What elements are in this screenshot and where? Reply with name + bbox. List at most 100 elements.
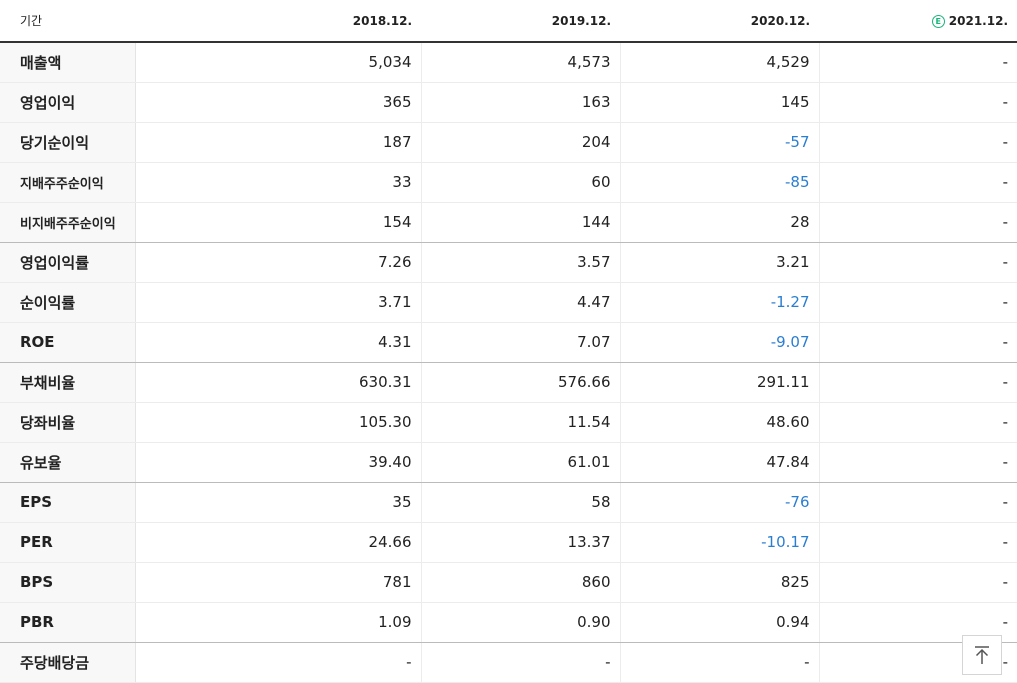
row-label: 비지배주주순이익 — [0, 202, 136, 243]
period-header: 2018.12. — [135, 0, 421, 43]
table-cell: 0.90 — [421, 602, 621, 643]
period-header-estimate: E 2021.12. — [819, 0, 1017, 43]
table-cell: -10.17 — [620, 522, 820, 563]
table-row: ROE 4.31 7.07 -9.07 - — [0, 322, 1017, 363]
table-cell: - — [819, 202, 1017, 243]
table-cell: -57 — [620, 122, 820, 163]
scroll-to-top-button[interactable] — [962, 635, 1002, 675]
table-cell: 105.30 — [135, 402, 422, 443]
table-cell: 28 — [620, 202, 820, 243]
table-cell: 33 — [135, 162, 422, 203]
period-header: 2019.12. — [421, 0, 620, 43]
table-row: 유보율 39.40 61.01 47.84 - — [0, 442, 1017, 483]
table-cell: 145 — [620, 82, 820, 123]
table-cell: 61.01 — [421, 442, 621, 483]
table-cell: -76 — [620, 482, 820, 523]
table-cell: -85 — [620, 162, 820, 203]
table-row: 부채비율 630.31 576.66 291.11 - — [0, 362, 1017, 403]
table-cell: 5,034 — [135, 42, 422, 83]
table-row: 지배주주순이익 33 60 -85 - — [0, 162, 1017, 203]
period-header-estimate-label: 2021.12. — [948, 13, 1008, 28]
table-cell: 154 — [135, 202, 422, 243]
table-row: BPS 781 860 825 - — [0, 562, 1017, 603]
table-cell: 365 — [135, 82, 422, 123]
table-cell: - — [819, 402, 1017, 443]
table-cell: - — [819, 562, 1017, 603]
table-cell: 13.37 — [421, 522, 621, 563]
row-label: PER — [0, 522, 136, 563]
row-label: 주당배당금 — [0, 642, 136, 683]
table-cell: 24.66 — [135, 522, 422, 563]
table-cell: 11.54 — [421, 402, 621, 443]
row-label: 당좌비율 — [0, 402, 136, 443]
table-cell: - — [819, 322, 1017, 363]
table-cell: - — [819, 442, 1017, 483]
row-label: 지배주주순이익 — [0, 162, 136, 203]
table-cell: -1.27 — [620, 282, 820, 323]
table-row: EPS 35 58 -76 - — [0, 482, 1017, 523]
table-cell: -9.07 — [620, 322, 820, 363]
table-cell: - — [819, 242, 1017, 283]
table-cell: 0.94 — [620, 602, 820, 643]
table-cell: 48.60 — [620, 402, 820, 443]
table-body: 매출액 5,034 4,573 4,529 - 영업이익 365 163 145… — [0, 42, 1017, 683]
table-cell: 39.40 — [135, 442, 422, 483]
table-cell: - — [819, 42, 1017, 83]
table-row: 당좌비율 105.30 11.54 48.60 - — [0, 402, 1017, 443]
table-cell: 1.09 — [135, 602, 422, 643]
row-label: 유보율 — [0, 442, 136, 483]
table-cell: 35 — [135, 482, 422, 523]
row-label: BPS — [0, 562, 136, 603]
table-cell: - — [819, 282, 1017, 323]
table-cell: - — [819, 362, 1017, 403]
table-cell: 60 — [421, 162, 621, 203]
table-cell: 630.31 — [135, 362, 422, 403]
table-row: 당기순이익 187 204 -57 - — [0, 122, 1017, 163]
table-cell: 7.07 — [421, 322, 621, 363]
table-row: PBR 1.09 0.90 0.94 - — [0, 602, 1017, 643]
table-cell: 4.47 — [421, 282, 621, 323]
table-cell: 163 — [421, 82, 621, 123]
table-cell: 144 — [421, 202, 621, 243]
table-cell: 3.71 — [135, 282, 422, 323]
table-cell: 204 — [421, 122, 621, 163]
row-label: 부채비율 — [0, 362, 136, 403]
table-cell: 58 — [421, 482, 621, 523]
table-cell: 825 — [620, 562, 820, 603]
table-cell: 860 — [421, 562, 621, 603]
table-row: 영업이익 365 163 145 - — [0, 82, 1017, 123]
table-cell: 781 — [135, 562, 422, 603]
table-cell: - — [421, 642, 621, 683]
table-row: 영업이익률 7.26 3.57 3.21 - — [0, 242, 1017, 283]
period-header-label: 기간 — [0, 0, 135, 43]
arrow-up-to-top-icon — [975, 646, 989, 664]
row-label: 순이익률 — [0, 282, 136, 323]
table-row: 순이익률 3.71 4.47 -1.27 - — [0, 282, 1017, 323]
table-cell: 4,529 — [620, 42, 820, 83]
table-cell: 7.26 — [135, 242, 422, 283]
table-row: 주당배당금 - - - - — [0, 642, 1017, 683]
table-cell: 47.84 — [620, 442, 820, 483]
estimate-badge-icon: E — [931, 14, 945, 28]
row-label: ROE — [0, 322, 136, 363]
row-label: 영업이익 — [0, 82, 136, 123]
table-row: PER 24.66 13.37 -10.17 - — [0, 522, 1017, 563]
row-label: PBR — [0, 602, 136, 643]
period-header: 2020.12. — [620, 0, 819, 43]
table-cell: - — [819, 122, 1017, 163]
table-cell: 291.11 — [620, 362, 820, 403]
row-label: EPS — [0, 482, 136, 523]
table-cell: - — [819, 522, 1017, 563]
row-label: 당기순이익 — [0, 122, 136, 163]
table-cell: 4,573 — [421, 42, 621, 83]
table-header-row: 기간 2018.12. 2019.12. 2020.12. E 2021.12. — [0, 0, 1017, 43]
table-cell: 3.57 — [421, 242, 621, 283]
table-row: 매출액 5,034 4,573 4,529 - — [0, 42, 1017, 83]
row-label: 매출액 — [0, 42, 136, 83]
table-cell: - — [819, 82, 1017, 123]
table-row: 비지배주주순이익 154 144 28 - — [0, 202, 1017, 243]
table-cell: - — [819, 482, 1017, 523]
table-cell: 4.31 — [135, 322, 422, 363]
table-cell: - — [819, 162, 1017, 203]
